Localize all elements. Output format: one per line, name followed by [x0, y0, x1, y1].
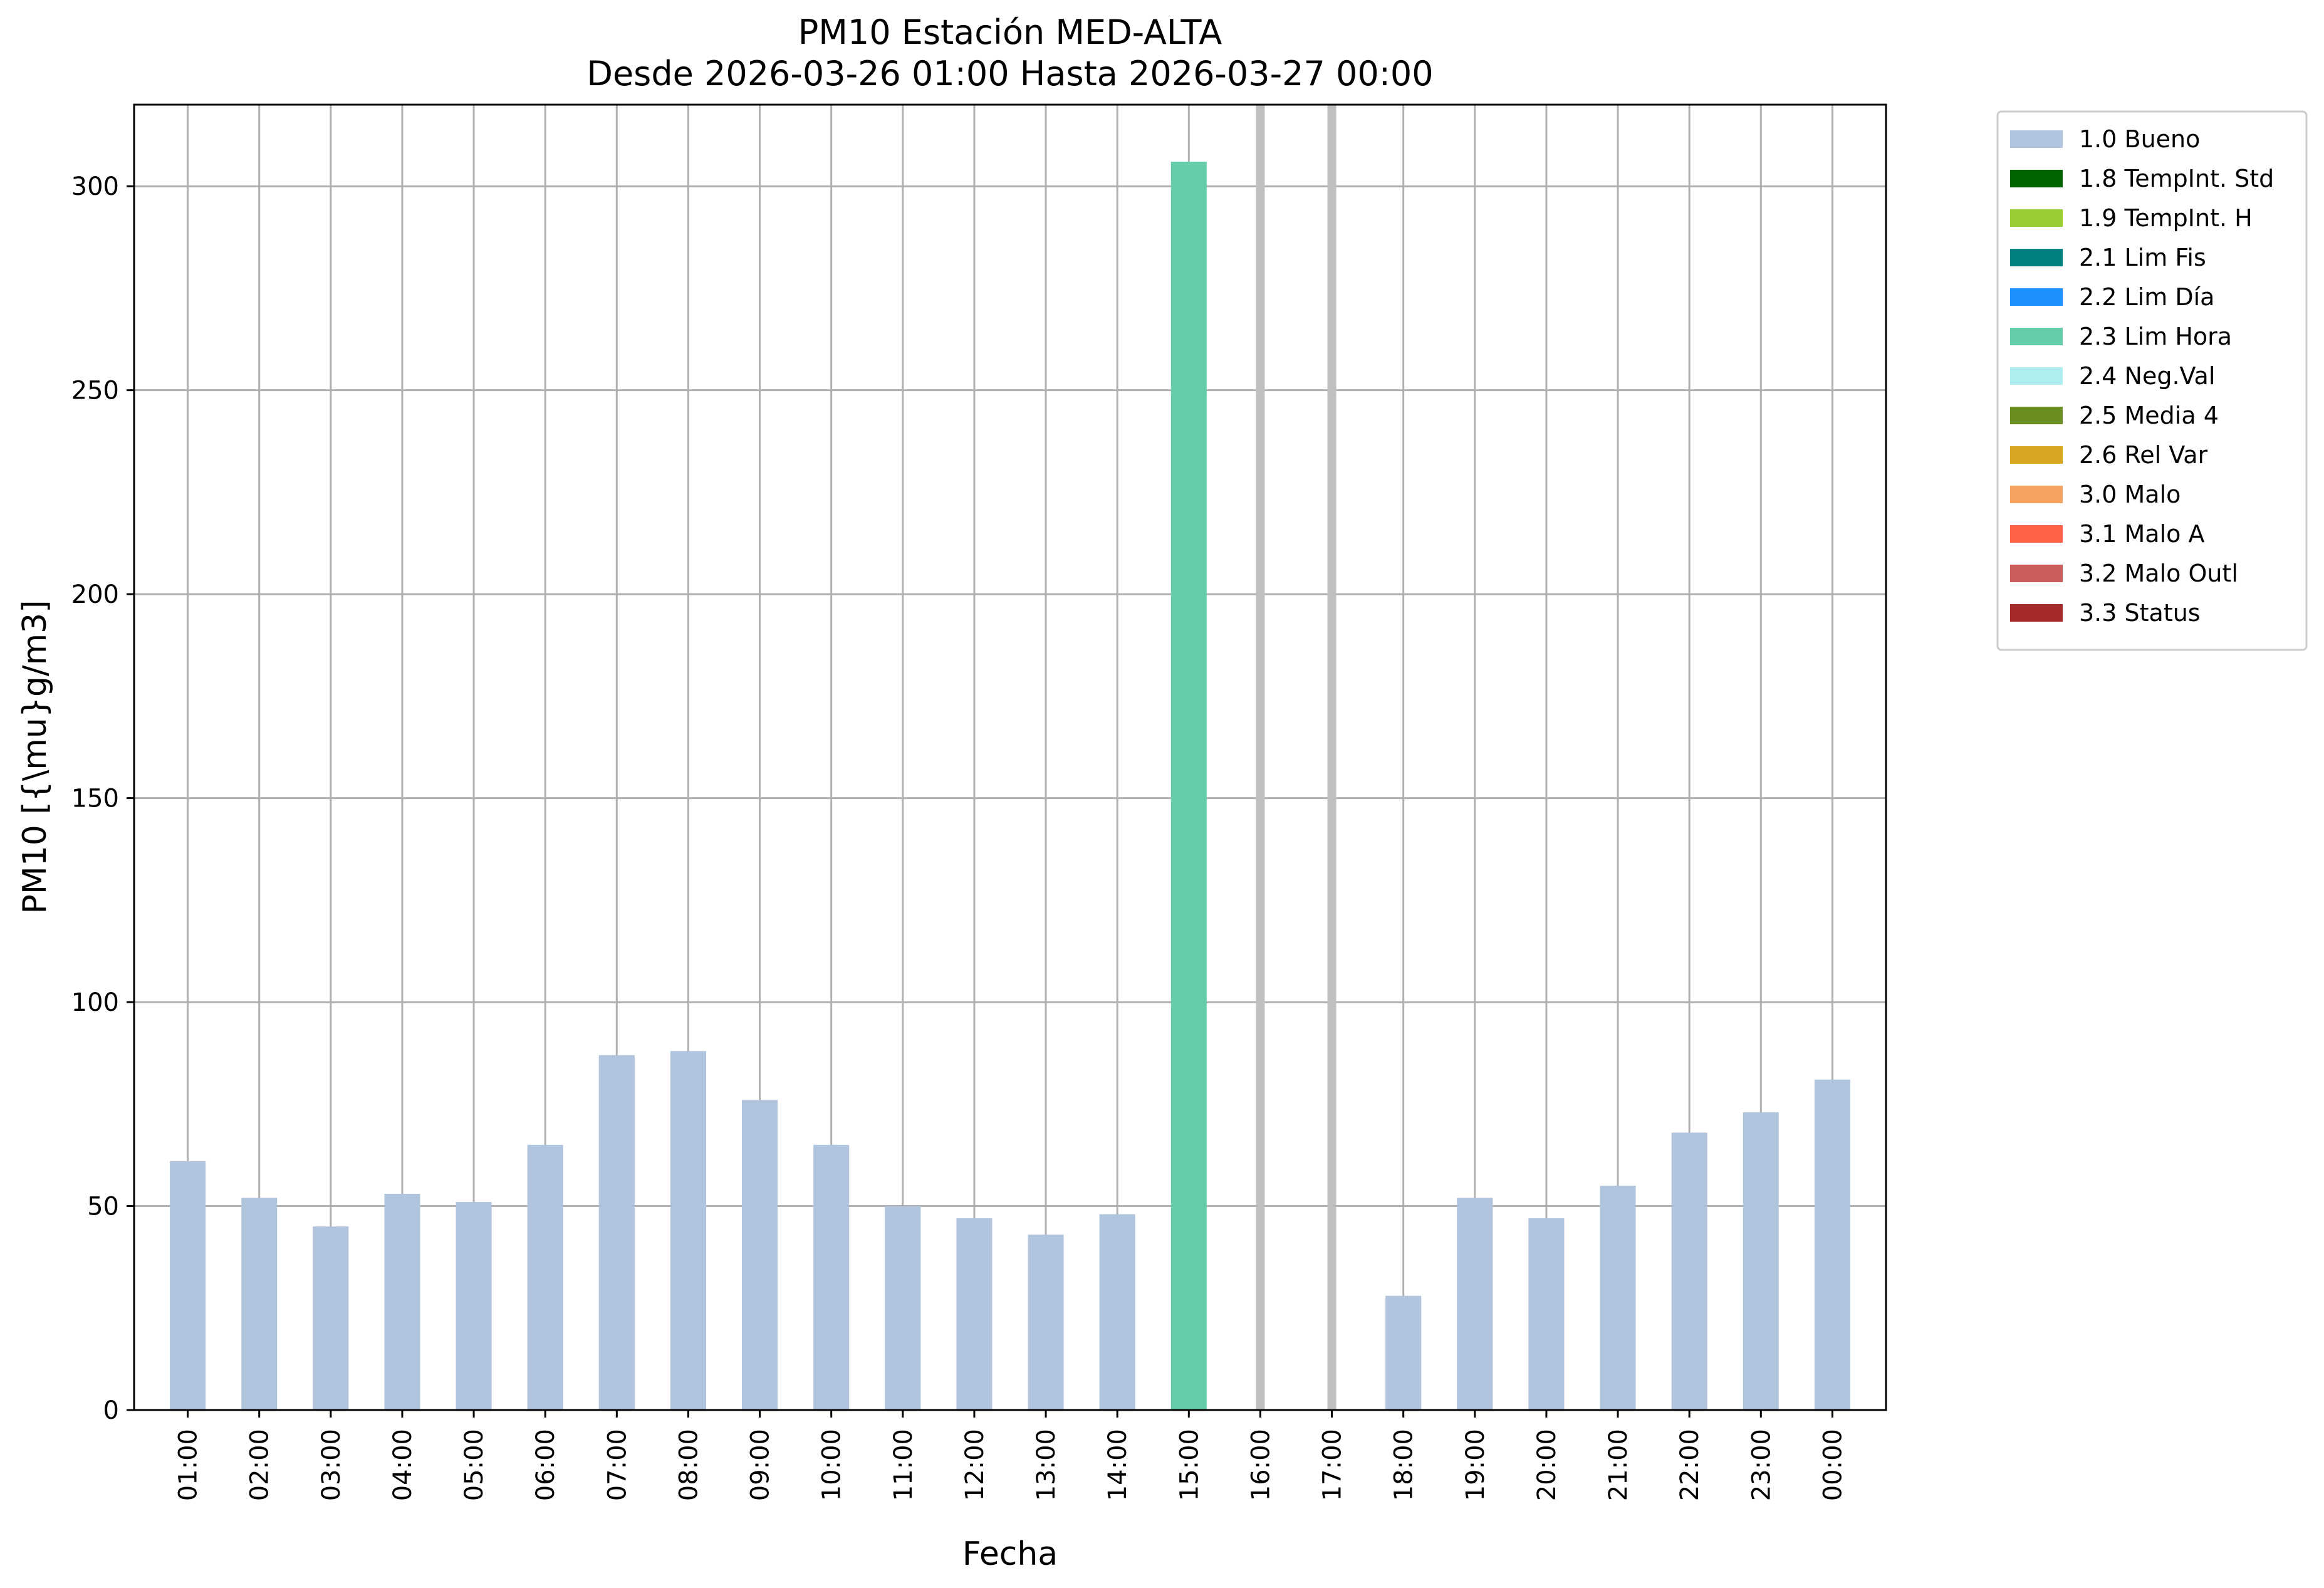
legend-entry: 1.0 Bueno: [2079, 125, 2200, 153]
legend-swatch: [2010, 446, 2063, 464]
y-tick-label: 50: [87, 1193, 119, 1221]
x-tick-label: 21:00: [1604, 1429, 1633, 1501]
y-tick-label: 300: [71, 172, 119, 201]
x-axis-label: Fecha: [962, 1535, 1058, 1573]
legend-entry: 2.3 Lim Hora: [2079, 323, 2232, 350]
legend-swatch: [2010, 525, 2063, 543]
x-tick-label: 02:00: [246, 1429, 274, 1501]
plot-frame: [133, 103, 1887, 1411]
bar-0000: [1814, 1079, 1850, 1410]
x-tick-label: 01:00: [174, 1429, 203, 1501]
bar-0700: [598, 1055, 635, 1410]
x-tick-label: 16:00: [1246, 1429, 1275, 1501]
legend-swatch: [2010, 209, 2063, 227]
x-tick-label: 12:00: [961, 1429, 989, 1501]
legend-swatch: [2010, 486, 2063, 503]
legend-entry: 2.1 Lim Fis: [2079, 244, 2206, 271]
chart-title-line-2: Desde 2026-03-26 01:00 Hasta 2026-03-27 …: [586, 54, 1433, 93]
x-tick-label: 00:00: [1818, 1429, 1847, 1501]
bar-0200: [241, 1198, 278, 1410]
x-tick-label: 07:00: [603, 1429, 632, 1501]
bar-1000: [813, 1144, 850, 1410]
bar-2100: [1600, 1185, 1636, 1410]
x-tick-label: 19:00: [1461, 1429, 1490, 1501]
bar-1500: [1170, 162, 1207, 1411]
legend-swatch: [2010, 328, 2063, 345]
legend-swatch: [2010, 407, 2063, 424]
bar-1300: [1028, 1235, 1064, 1410]
legend-swatch: [2010, 367, 2063, 385]
y-tick-label: 0: [103, 1396, 119, 1425]
y-tick-label: 200: [71, 580, 119, 609]
legend-entry: 3.2 Malo Outl: [2079, 560, 2238, 587]
legend-entry: 2.5 Media 4: [2079, 402, 2219, 429]
x-tick-label: 10:00: [818, 1429, 847, 1501]
bar-2200: [1671, 1132, 1707, 1410]
legend-entry: 3.0 Malo: [2079, 481, 2181, 508]
x-tick-label: 23:00: [1747, 1429, 1776, 1501]
legend-box: [1996, 110, 2308, 651]
x-tick-label: 04:00: [388, 1429, 417, 1501]
legend-entry: 2.4 Neg.Val: [2079, 362, 2215, 390]
bar-2300: [1743, 1112, 1779, 1410]
x-tick-label: 08:00: [674, 1429, 703, 1501]
missing-data-markers: [1256, 105, 1337, 1410]
x-tick-label: 20:00: [1533, 1429, 1561, 1501]
legend-swatch: [2010, 130, 2063, 148]
x-tick-label: 22:00: [1675, 1429, 1704, 1501]
legend: 1.0 Bueno 1.8 TempInt. Std 1.9 TempInt. H 2…: [1996, 110, 2308, 651]
bar-1400: [1099, 1214, 1135, 1410]
bar-0400: [384, 1194, 420, 1410]
bar-1800: [1385, 1295, 1422, 1410]
legend-swatch: [2010, 170, 2063, 187]
y-tick-label: 150: [71, 785, 119, 813]
legend-swatch: [2010, 604, 2063, 622]
missing-data-marker: [1327, 105, 1337, 1410]
x-tick-label: 18:00: [1390, 1429, 1419, 1501]
legend-entry: 1.9 TempInt. H: [2079, 204, 2253, 232]
bar-1900: [1457, 1198, 1493, 1410]
y-tick-label: 250: [71, 377, 119, 405]
bar-1100: [885, 1206, 921, 1410]
bar-0100: [170, 1161, 206, 1410]
y-axis-label: PM10 [{\mu}g/m3]: [16, 600, 54, 914]
bar-0500: [456, 1202, 492, 1410]
legend-entry: 3.1 Malo A: [2079, 520, 2204, 548]
x-axis-ticks: 01:00 02:00 03:00 04:00 05:00 06:00 07:00 08:00…: [174, 1410, 1847, 1501]
legend-swatch: [2010, 249, 2063, 266]
bar-0800: [670, 1051, 706, 1410]
x-tick-label: 14:00: [1103, 1429, 1132, 1501]
x-tick-label: 13:00: [1032, 1429, 1061, 1501]
y-axis-ticks: 0 50 100 150 200 250 300: [71, 172, 134, 1425]
bar-0900: [742, 1100, 778, 1410]
legend-swatch: [2010, 565, 2063, 582]
bar-2000: [1528, 1218, 1565, 1410]
legend-entry: 3.3 Status: [2079, 599, 2201, 627]
x-tick-label: 09:00: [746, 1429, 775, 1501]
x-tick-label: 03:00: [317, 1429, 346, 1501]
bar-0300: [313, 1226, 349, 1410]
legend-entry: 2.2 Lim Día: [2079, 283, 2214, 311]
legend-swatch: [2010, 288, 2063, 306]
x-tick-label: 05:00: [460, 1429, 489, 1501]
x-tick-label: 15:00: [1175, 1429, 1204, 1501]
x-tick-label: 17:00: [1318, 1429, 1347, 1501]
y-tick-label: 100: [71, 988, 119, 1017]
missing-data-marker: [1256, 105, 1265, 1410]
chart-title-line-1: PM10 Estación MED-ALTA: [798, 13, 1222, 52]
legend-entry: 2.6 Rel Var: [2079, 441, 2208, 469]
x-tick-label: 11:00: [889, 1429, 918, 1501]
bars: [170, 162, 1850, 1411]
x-tick-label: 06:00: [531, 1429, 560, 1501]
legend-entry: 1.8 TempInt. Std: [2079, 165, 2274, 192]
bar-1200: [956, 1218, 993, 1410]
bar-0600: [527, 1144, 563, 1410]
